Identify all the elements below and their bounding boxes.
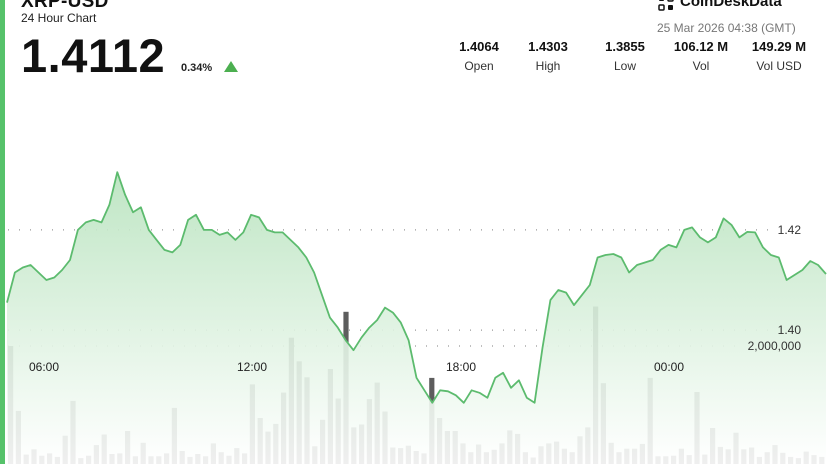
stat-value: 1.4064 bbox=[459, 39, 499, 54]
stats-panel: 1.4064 Open 1.4303 High 1.3855 Low 106.1… bbox=[441, 39, 821, 79]
x-tick-label: 06:00 bbox=[29, 360, 59, 374]
chart-title: XRP-USD bbox=[21, 0, 109, 12]
brand-name: CoinDeskData bbox=[680, 0, 782, 10]
axis-ticks: 1.40 1.42 2,000,000 06:00 12:00 18:00 00:00 bbox=[29, 223, 801, 374]
stat-label: Low bbox=[613, 59, 636, 73]
up-arrow-icon bbox=[224, 61, 238, 72]
stat-label: Vol bbox=[692, 59, 710, 73]
stat-vol: 106.12 M Vol bbox=[663, 39, 739, 73]
price-change: 0.34% bbox=[181, 62, 213, 74]
stat-label: Open bbox=[464, 59, 494, 73]
stat-label: High bbox=[535, 59, 561, 73]
stat-low: 1.3855 Low bbox=[587, 39, 663, 73]
stat-open: 1.4064 Open bbox=[441, 39, 517, 73]
y-tick-label: 1.40 bbox=[778, 323, 802, 337]
coindesk-logo-icon bbox=[658, 0, 674, 11]
stat-value: 106.12 M bbox=[673, 39, 729, 54]
y-tick-label: 1.42 bbox=[778, 223, 802, 237]
chart-subtitle: 24 Hour Chart bbox=[21, 11, 97, 25]
timestamp: 25 Mar 2026 04:38 (GMT) bbox=[657, 21, 796, 35]
x-tick-label: 18:00 bbox=[446, 360, 476, 374]
x-tick-label: 12:00 bbox=[237, 360, 267, 374]
price-line bbox=[6, 171, 827, 404]
stat-value: 149.29 M bbox=[751, 39, 807, 54]
brand-logo-block[interactable]: CoinDeskData bbox=[658, 0, 828, 15]
x-tick-label: 00:00 bbox=[654, 360, 684, 374]
stat-label: Vol USD bbox=[756, 59, 802, 73]
price-area bbox=[6, 171, 827, 464]
stat-value: 1.4303 bbox=[528, 39, 568, 54]
accent-bar bbox=[0, 0, 5, 464]
stat-value: 1.3855 bbox=[605, 39, 645, 54]
stat-vol-usd: 149.29 M Vol USD bbox=[741, 39, 817, 73]
stat-high: 1.4303 High bbox=[510, 39, 586, 73]
current-price: 1.4112 bbox=[21, 29, 166, 82]
volume-tick-label: 2,000,000 bbox=[748, 339, 802, 353]
price-area-fill bbox=[7, 172, 826, 464]
